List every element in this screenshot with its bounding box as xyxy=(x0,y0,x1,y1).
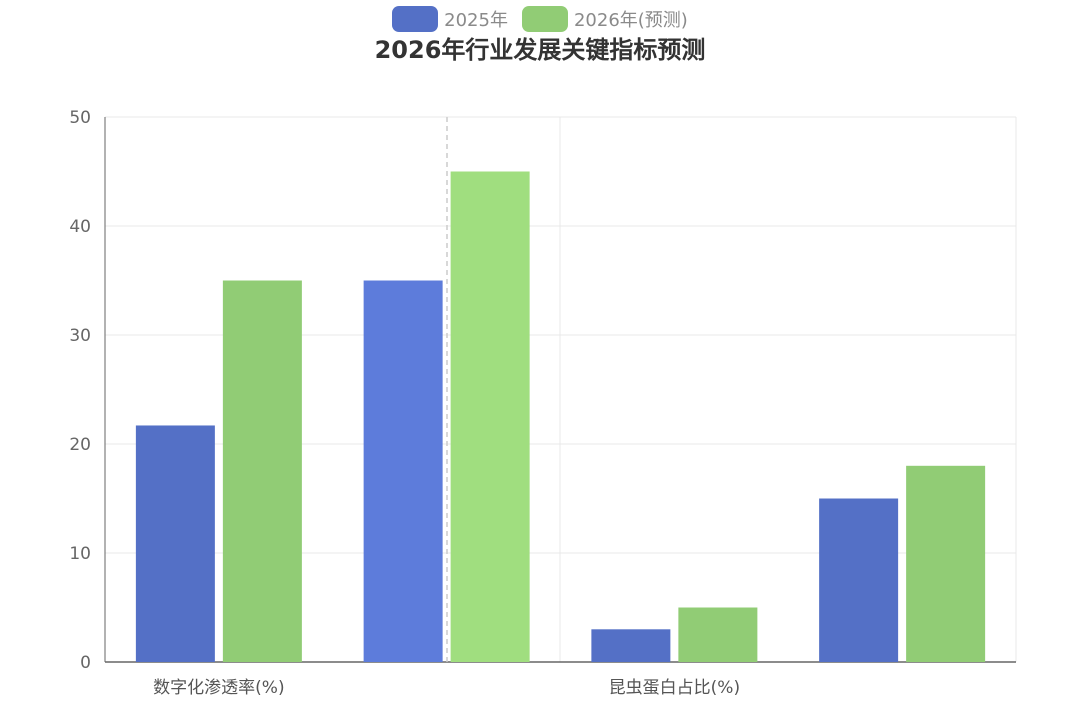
x-category-label: 昆虫蛋白占比(%) xyxy=(609,678,740,698)
y-tick-label: 40 xyxy=(69,217,91,237)
legend: 2025年 2026年(预测) xyxy=(0,6,1080,32)
legend-swatch-2025 xyxy=(392,6,439,32)
legend-label-2026: 2026年(预测) xyxy=(573,10,688,31)
bar-2025 xyxy=(363,280,443,662)
chart-title: 2026年行业发展关键指标预测 xyxy=(374,36,706,64)
y-tick-label: 30 xyxy=(69,326,91,346)
y-tick-label: 20 xyxy=(69,435,91,455)
bar-2025 xyxy=(819,498,899,662)
bar-2026 xyxy=(222,280,302,662)
bar-2025 xyxy=(591,629,671,662)
bar-2025 xyxy=(135,425,215,662)
legend-item-2026[interactable]: 2026年(预测) xyxy=(521,6,688,32)
legend-item-2025[interactable]: 2025年 xyxy=(392,6,508,32)
legend-label-2025: 2025年 xyxy=(444,10,508,31)
y-tick-label: 50 xyxy=(69,108,91,128)
bar-2026 xyxy=(906,465,986,662)
bar-2026 xyxy=(450,171,530,662)
bar-2026 xyxy=(678,607,758,662)
x-category-label: 数字化渗透率(%) xyxy=(153,678,284,698)
y-tick-label: 10 xyxy=(69,544,91,564)
legend-swatch-2026 xyxy=(521,6,568,32)
y-tick-label: 0 xyxy=(80,653,91,673)
